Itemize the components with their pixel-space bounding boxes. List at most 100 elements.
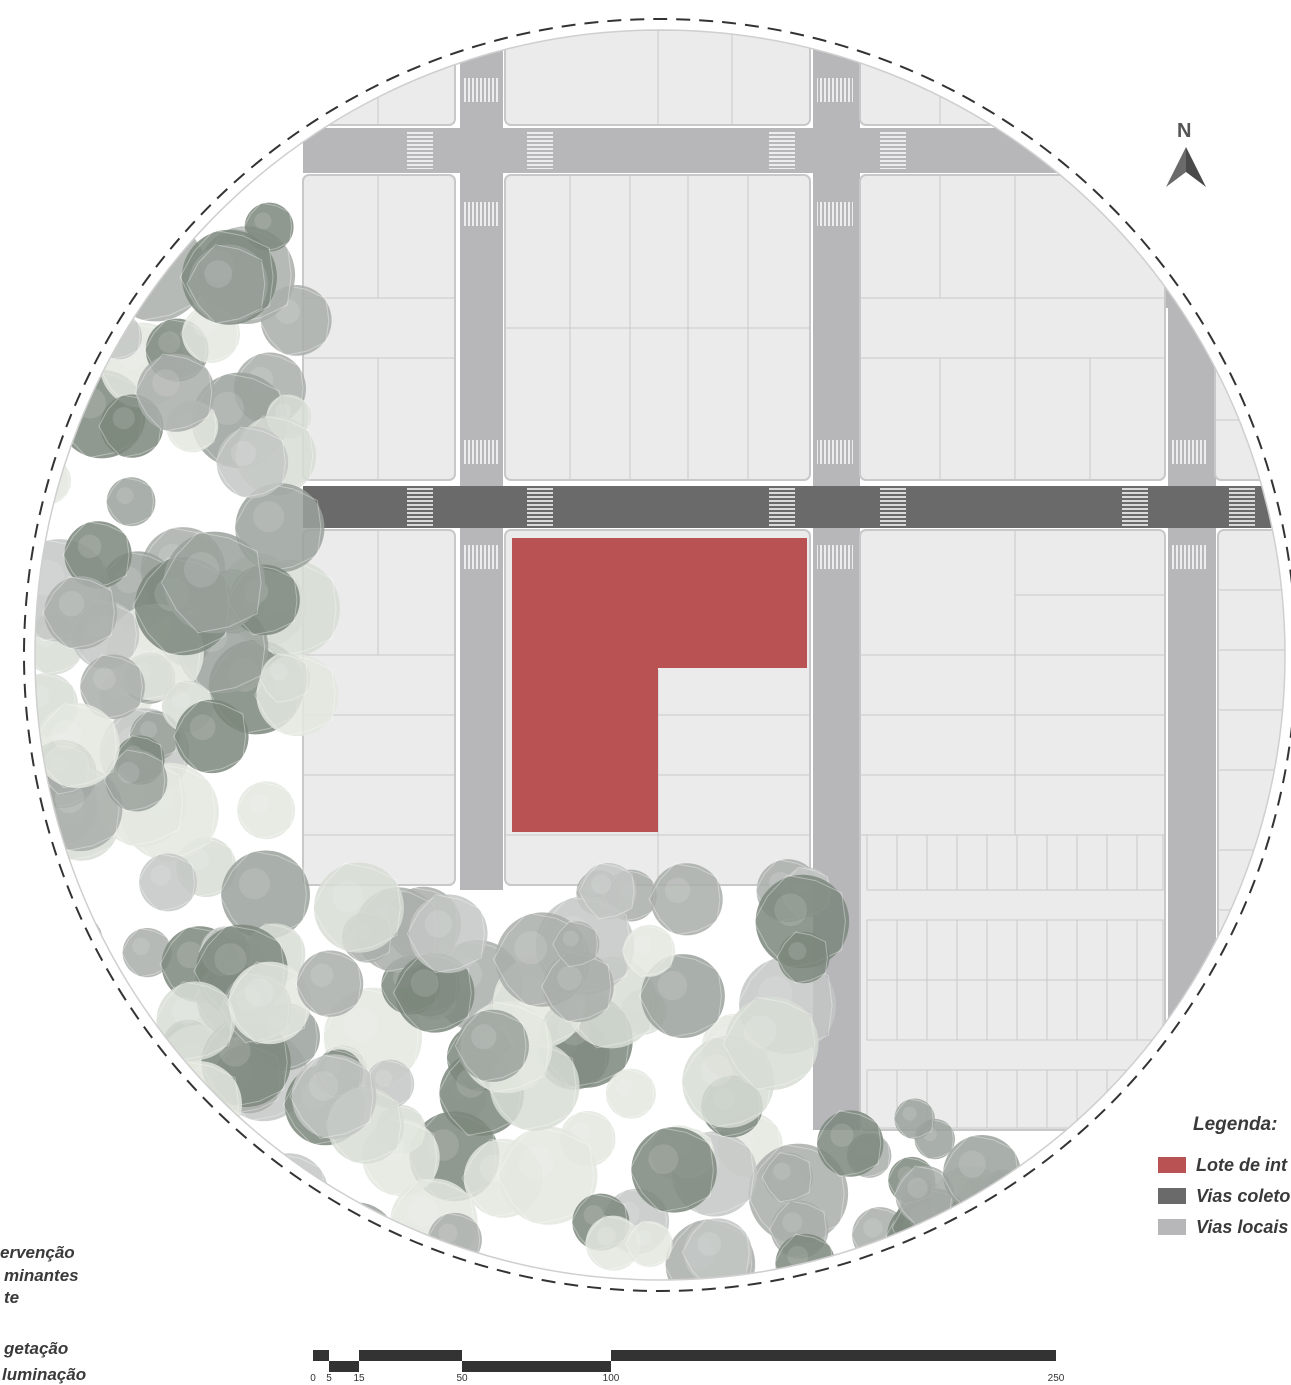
crosswalk: [1172, 440, 1208, 464]
tree-outline: [913, 1118, 954, 1160]
tree-outline: [541, 951, 612, 1023]
city-block: [859, 174, 1166, 481]
tree-canopy: [155, 1137, 260, 1241]
tree: [121, 927, 172, 978]
tree-outline: [629, 1127, 714, 1213]
tree-highlight: [308, 1071, 339, 1101]
tree-highlight: [830, 1123, 854, 1147]
tree-canopy: [105, 749, 168, 812]
tree-highlight: [121, 172, 152, 202]
tree: [295, 950, 364, 1017]
scale-tick-5: 5: [326, 1373, 332, 1384]
tree-highlight: [438, 1223, 458, 1243]
tree-highlight: [743, 1015, 777, 1049]
tree-highlight: [158, 331, 181, 354]
tree-outline: [139, 1221, 221, 1280]
legend-label-lote: Lote de int: [1196, 1154, 1287, 1175]
tree: [128, 114, 203, 187]
tree: [289, 1054, 377, 1139]
tree-canopy: [237, 781, 295, 840]
tree-outline: [940, 1211, 981, 1253]
tree-highlight: [230, 440, 256, 466]
tree-highlight: [96, 144, 125, 174]
tree-canopy: [641, 954, 725, 1038]
tree-highlight: [518, 1146, 554, 1181]
legend-item-vias-coletoras: Vias coleto: [1158, 1184, 1290, 1208]
tree: [247, 1153, 329, 1232]
north-arrow-icon: [1166, 147, 1206, 187]
crosswalk: [769, 488, 795, 526]
tree-highlight: [157, 1237, 187, 1266]
tree-outline: [134, 353, 213, 432]
tree: [218, 850, 310, 940]
tree-highlight: [275, 403, 291, 419]
tree: [584, 1215, 641, 1271]
tree-canopy: [605, 1068, 656, 1119]
tree-outline: [35, 276, 100, 377]
tree-canopy: [155, 1061, 242, 1148]
tree-highlight: [210, 391, 245, 426]
tree: [42, 576, 118, 650]
tree-highlight: [254, 212, 272, 230]
tree-highlight: [700, 1054, 733, 1087]
tree-canopy: [408, 894, 488, 974]
scale-bar-segment: [329, 1361, 359, 1372]
tree-outline: [67, 169, 142, 244]
tree-highlight: [596, 1226, 616, 1246]
tree-highlight: [782, 1212, 803, 1233]
tree-canopy: [817, 1110, 884, 1177]
tree-outline: [892, 1098, 934, 1140]
tree: [101, 184, 162, 244]
tree: [496, 1126, 598, 1225]
city-block: [859, 39, 1061, 126]
tree-highlight: [74, 387, 106, 419]
tree-canopy: [103, 185, 162, 244]
scale-bar: [313, 1350, 1056, 1372]
tree: [541, 951, 614, 1023]
crosswalk: [769, 131, 795, 169]
tree: [892, 1098, 935, 1140]
tree-highlight: [331, 880, 364, 913]
scale-bar-segment: [359, 1350, 462, 1361]
tree-canopy: [228, 961, 311, 1045]
tree-outline: [137, 853, 196, 912]
left-label-iluminacao: luminação: [2, 1365, 87, 1384]
tree-highlight: [35, 685, 50, 708]
tree-outline: [552, 921, 598, 968]
tree-outline: [76, 137, 128, 190]
tree: [940, 1211, 982, 1253]
tree-outline: [49, 205, 103, 259]
tree-canopy: [122, 928, 172, 978]
tree-canopy: [895, 1165, 955, 1225]
tree-canopy: [100, 237, 151, 288]
lot-row: [866, 979, 1164, 1041]
left-label-vegetacao: getação: [4, 1339, 69, 1358]
tree-highlight: [664, 877, 691, 903]
tree-canopy: [775, 1233, 836, 1280]
tree-outline: [254, 653, 336, 737]
tree-canopy: [346, 1247, 391, 1280]
tree: [139, 1221, 224, 1280]
tree-highlight: [996, 1201, 1015, 1220]
tree-outline: [97, 168, 162, 234]
tree: [60, 250, 134, 322]
tree: [344, 1246, 391, 1280]
tree-outline: [496, 1126, 595, 1225]
scale-bar-segment: [313, 1350, 329, 1361]
tree-canopy: [626, 1221, 673, 1268]
tree-highlight: [648, 1144, 679, 1175]
tree-highlight: [773, 1162, 791, 1180]
tree-canopy: [104, 155, 190, 241]
tree: [815, 1110, 884, 1177]
tree: [103, 749, 168, 812]
tree: [52, 947, 119, 1013]
tree-outline: [625, 1220, 672, 1268]
tree: [313, 1202, 398, 1280]
tree-highlight: [145, 128, 171, 154]
tree-highlight: [189, 714, 216, 741]
tree: [258, 653, 310, 704]
tree-outline: [578, 862, 635, 920]
tree-highlight: [61, 215, 81, 235]
legend-label-vias-locais: Vias locais: [1196, 1216, 1289, 1237]
